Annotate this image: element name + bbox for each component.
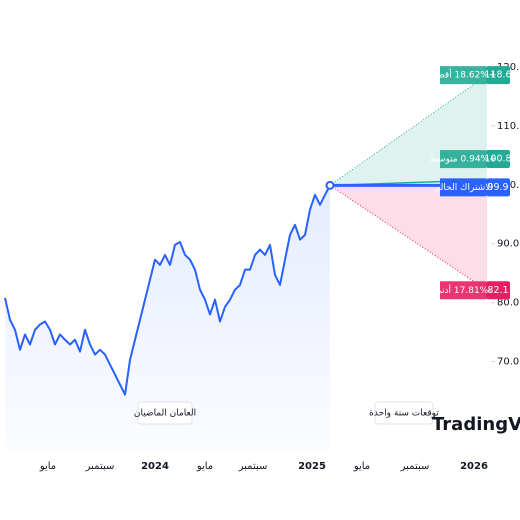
x-tick-label: مايو (39, 461, 56, 472)
price-area (5, 185, 330, 450)
y-tick-label: 110.0 (497, 121, 520, 132)
current-value: 99.9 (487, 182, 508, 193)
forecast-low-label-box (440, 281, 486, 300)
forecast-low-value-box (486, 281, 510, 300)
forecast-low-label: -17.81% أدنى (435, 284, 492, 296)
current-value-box (486, 178, 510, 197)
x-tick-label: سبتمبر (400, 461, 430, 472)
forecast-average-label-box (440, 150, 486, 169)
x-tick-label: سبتمبر (85, 461, 115, 472)
current-label: الاشتراك الحالي (433, 183, 493, 193)
x-tick-label: 2024 (141, 461, 169, 472)
forecast-high-line (329, 74, 488, 186)
y-tick-label: 70.0 (497, 357, 519, 368)
y-tick-label: 80.0 (497, 298, 519, 309)
x-tick-label: مايو (353, 461, 370, 472)
forecast-label: توقعات سنة واحدة (369, 409, 439, 419)
y-tick-label: 90.0 (497, 239, 519, 250)
x-tick-label: سبتمبر (238, 461, 268, 472)
forecast-high-value: 118.6 (484, 70, 511, 81)
forecast-high-label-box (440, 66, 486, 85)
forecast-high-label: +18.62% أقصى (430, 69, 497, 81)
forecast-label-box (374, 401, 434, 425)
current-point (325, 180, 335, 190)
forecast-average-value: 100.8 (484, 154, 511, 165)
forecast-average-label: +0.94% متوسط (429, 155, 496, 165)
current-label-box (440, 178, 486, 197)
price-line (4, 184, 331, 396)
x-tick-label: 2025 (298, 461, 326, 472)
forecast-low-area (330, 185, 487, 291)
forecast-high-value-box (486, 66, 510, 85)
x-tick-label: مايو (196, 461, 213, 472)
past-label: العامان الماضيان (134, 409, 196, 419)
past-label-box (137, 401, 193, 425)
logo: TradingView (432, 414, 520, 435)
forecast-low-value: 82.1 (487, 285, 508, 296)
x-tick-label: 2026 (460, 461, 488, 472)
forecast-average-value-box (486, 150, 510, 169)
